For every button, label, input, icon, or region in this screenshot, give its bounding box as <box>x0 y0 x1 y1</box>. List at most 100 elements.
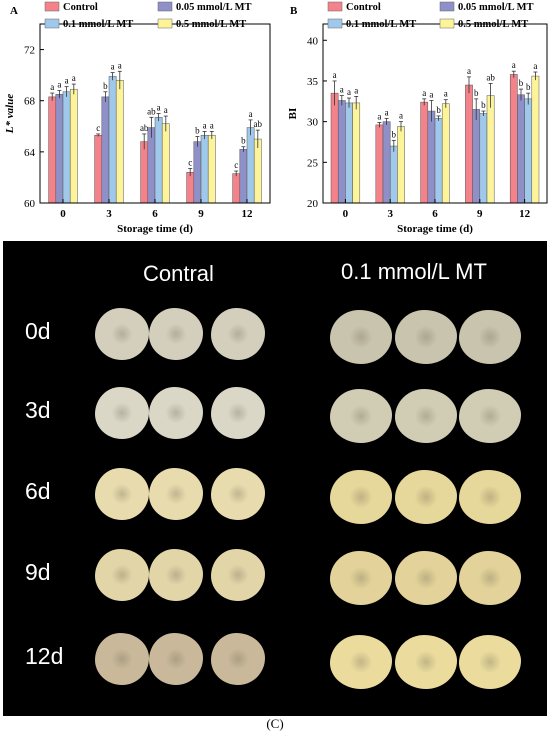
chart-a-significance-letter: c <box>234 160 238 170</box>
mt-slice-image <box>330 470 392 524</box>
chart-b-x-tick-label: 3 <box>387 208 393 220</box>
chart-a-y-tick-label: 60 <box>24 198 36 210</box>
chart-b-x-axis-title: Storage time (d) <box>397 223 473 235</box>
chart-b-bar <box>375 124 384 204</box>
chart-b-y-tick-label: 20 <box>307 198 319 210</box>
chart-a-legend-label: 0.5 mmol/L MT <box>176 19 246 30</box>
mt-slice-image <box>459 389 521 443</box>
chart-a-bar <box>147 127 156 204</box>
chart-b-significance-letter: a <box>467 66 471 76</box>
chart-b-significance-letter: a <box>533 61 537 71</box>
chart-a-legend-swatch <box>157 18 173 29</box>
chart-b-significance-letter: b <box>474 88 479 98</box>
chart-b-significance-letter: a <box>399 111 403 121</box>
mt-slice-image <box>330 551 392 605</box>
chart-a-bar <box>154 117 163 204</box>
chart-a-x-tick-label: 12 <box>242 208 254 220</box>
chart-b-significance-letter: b <box>436 105 441 115</box>
control-slice-image <box>211 308 265 360</box>
chart-b-bar <box>434 118 443 204</box>
chart-b-y-tick-label: 35 <box>307 76 319 88</box>
day-label: 0d <box>25 318 51 344</box>
chart-a-x-tick-label: 9 <box>198 208 204 220</box>
chart-b-significance-letter: a <box>377 111 381 121</box>
chart-a-significance-letter: a <box>72 73 76 83</box>
chart-b-legend-label: 0.05 mmol/L MT <box>458 2 534 13</box>
column-header-control: Contral <box>143 261 214 286</box>
chart-a-x-tick-label: 3 <box>106 208 112 220</box>
chart-b-bar <box>427 110 436 204</box>
chart-a-bar <box>48 96 57 204</box>
chart-a-significance-letter: a <box>57 79 61 89</box>
day-label: 12d <box>25 643 64 669</box>
mt-slice-image <box>459 470 521 524</box>
chart-b-significance-letter: a <box>340 85 344 95</box>
chart-a-significance-letter: b <box>241 136 246 146</box>
chart-a-legend-swatch <box>44 1 60 12</box>
control-slice-image <box>211 549 265 601</box>
chart-b-bar <box>345 102 353 204</box>
chart-b-significance-letter: a <box>422 88 426 98</box>
chart-b-bar <box>517 94 525 204</box>
chart-b-bar <box>420 101 429 204</box>
chart-a-significance-letter: a <box>118 60 122 70</box>
chart-a-x-tick-label: 6 <box>152 208 158 220</box>
chart-b-significance-letter: b <box>526 82 531 92</box>
chart-a-significance-letter: a <box>164 105 168 115</box>
chart-a-bar <box>94 134 103 204</box>
day-label: 3d <box>25 397 51 423</box>
chart-a-bar <box>62 91 71 204</box>
chart-b-legend-swatch <box>327 1 343 12</box>
chart-b-bar <box>441 103 450 204</box>
chart-b-x-tick-label: 12 <box>519 208 531 220</box>
chart-a-legend-label: 0.1 mmol/L MT <box>63 19 133 30</box>
chart-b-bar <box>352 102 361 204</box>
mt-slice-image <box>459 635 521 689</box>
chart-a-legend-swatch <box>157 1 173 12</box>
chart-b-significance-letter: a <box>429 89 433 99</box>
chart-a-y-tick-label: 72 <box>24 45 35 57</box>
chart-a-bar <box>232 173 241 204</box>
chart-a-significance-letter: a <box>65 76 69 86</box>
chart-a-bar <box>115 80 124 204</box>
chart-b-bar <box>479 113 488 204</box>
control-slice-image <box>95 387 149 439</box>
chart-b-bar <box>509 74 518 204</box>
chart-b-significance-letter: b <box>519 78 524 88</box>
chart-a-significance-letter: a <box>111 62 115 72</box>
chart-a-significance-letter: ab <box>147 106 156 116</box>
figure-caption: (C) <box>266 716 284 731</box>
chart-a-bar <box>101 96 110 204</box>
chart-b-y-axis-title: BI <box>287 108 299 120</box>
control-slice-image <box>95 549 149 601</box>
chart-b-legend-swatch <box>439 18 455 29</box>
control-slice-image <box>149 387 203 439</box>
control-slice-image <box>211 387 265 439</box>
chart-a-significance-letter: a <box>203 120 207 130</box>
chart-a-x-axis-title: Storage time (d) <box>117 223 193 235</box>
chart-b-x-tick-label: 6 <box>432 208 438 220</box>
mt-slice-image <box>395 470 457 524</box>
chart-a-legend-swatch <box>44 18 60 29</box>
chart-b-significance-letter: ab <box>486 72 495 82</box>
chart-b-significance-letter: a <box>347 87 351 97</box>
chart-a-bar <box>246 127 255 204</box>
chart-b-significance-letter: a <box>333 70 337 80</box>
chart-b-bar <box>382 121 391 204</box>
control-slice-image <box>95 468 149 520</box>
chart-a-significance-letter: ab <box>140 123 149 133</box>
chart-b-x-tick-label: 0 <box>343 208 349 220</box>
control-slice-image <box>149 633 203 685</box>
chart-b-bar <box>486 95 495 204</box>
chart-a-significance-letter: a <box>249 109 253 119</box>
chart-a-significance-letter: c <box>188 157 192 167</box>
chart-b-legend-label: 0.1 mmol/L MT <box>346 19 416 30</box>
chart-a-significance-letter: a <box>50 82 54 92</box>
chart-a-bar <box>253 138 262 204</box>
chart-b-y-tick-label: 25 <box>307 157 319 169</box>
chart-b-y-tick-label: 30 <box>307 117 319 129</box>
mt-slice-image <box>330 310 392 364</box>
control-slice-image <box>149 468 203 520</box>
chart-a-y-axis-title: L* value <box>4 94 16 135</box>
